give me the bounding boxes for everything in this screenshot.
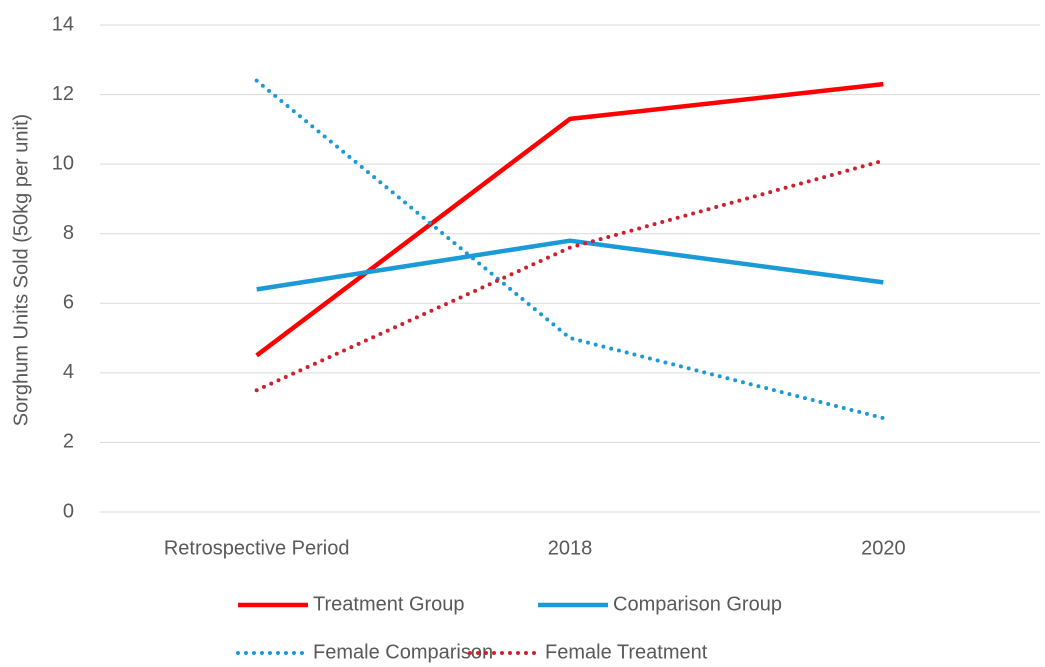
y-tick-label: 8 xyxy=(63,222,74,244)
legend-label: Treatment Group xyxy=(313,593,465,615)
x-tick-label: 2020 xyxy=(861,537,906,559)
y-tick-label: 4 xyxy=(63,361,74,383)
y-tick-label: 2 xyxy=(63,431,74,453)
legend-label: Female Comparison xyxy=(313,641,493,663)
series-line xyxy=(254,158,886,393)
y-tick-label: 14 xyxy=(52,13,74,35)
y-axis-label: Sorghum Units Sold (50kg per unit) xyxy=(10,114,32,426)
series-line xyxy=(254,78,886,421)
y-tick-label: 6 xyxy=(63,292,74,314)
x-tick-label: 2018 xyxy=(548,537,593,559)
legend-label: Female Treatment xyxy=(545,641,708,663)
y-tick-label: 12 xyxy=(52,83,74,105)
series-line xyxy=(255,81,884,358)
x-tick-label: Retrospective Period xyxy=(164,537,350,559)
y-tick-label: 0 xyxy=(63,500,74,522)
series-line xyxy=(256,238,884,292)
legend-label: Comparison Group xyxy=(613,593,782,615)
y-tick-label: 10 xyxy=(52,152,74,174)
